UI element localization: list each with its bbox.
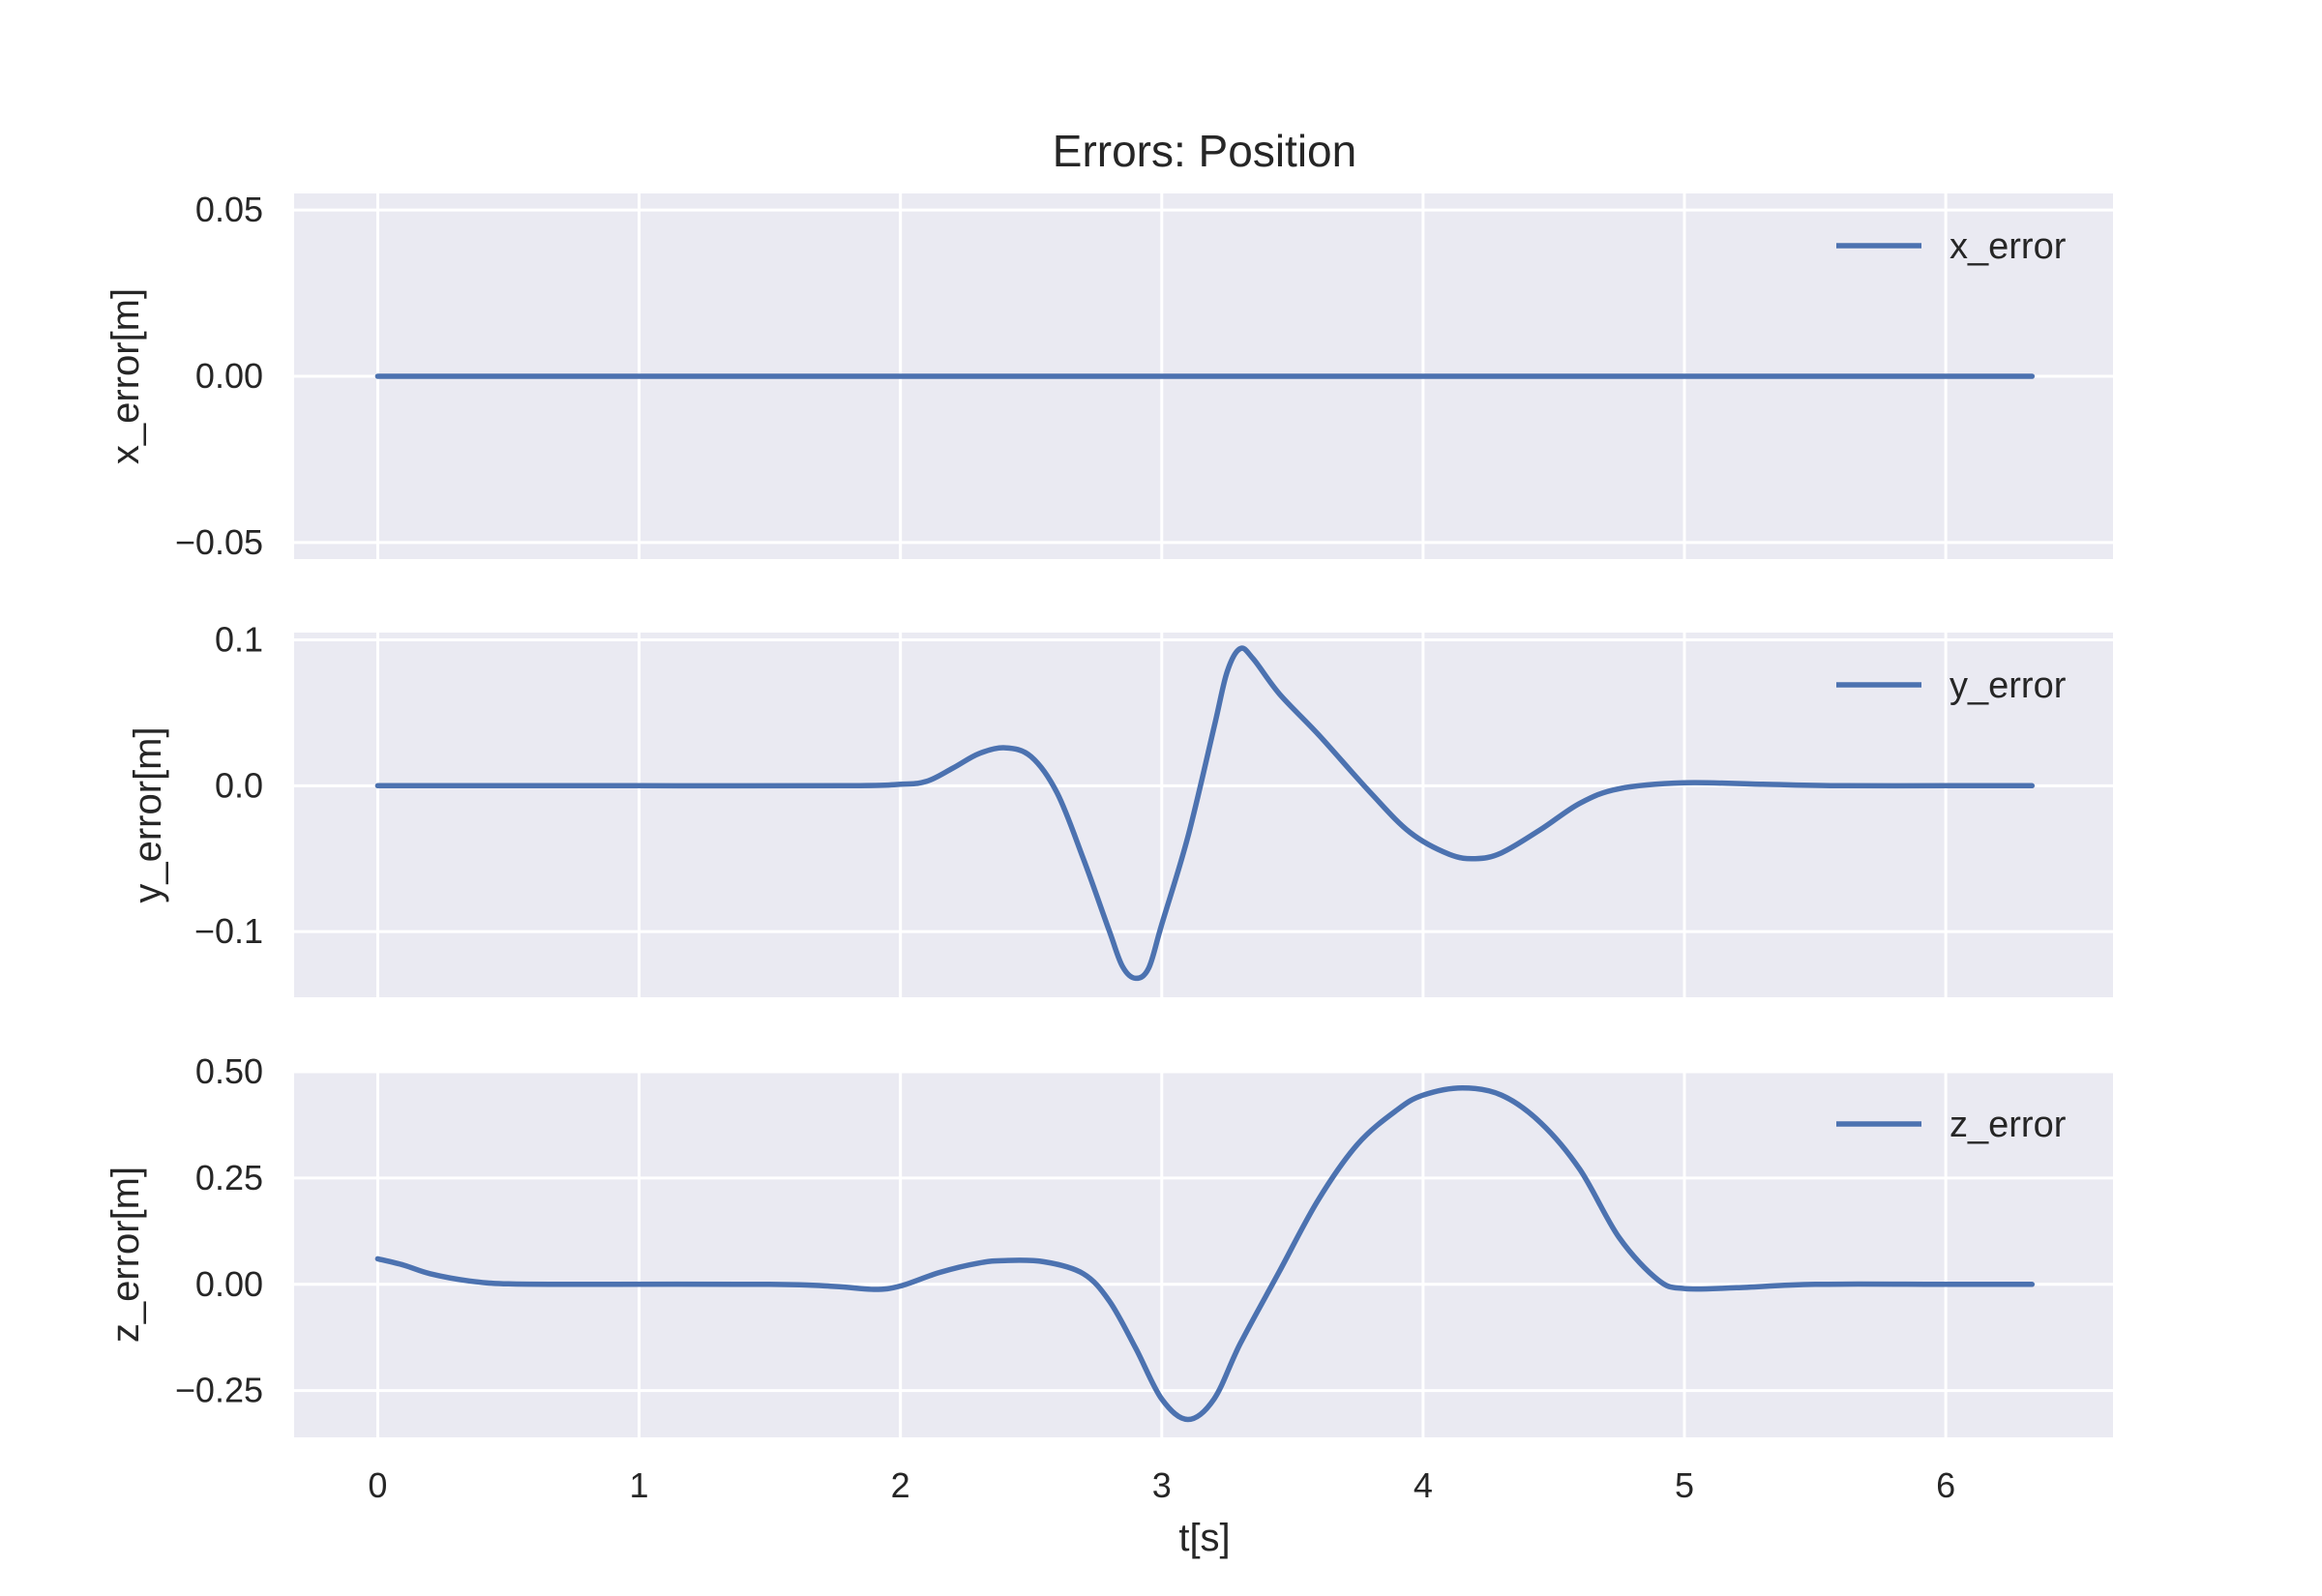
series-line-z_error [374, 1084, 2036, 1423]
x-axis-label: t[s] [1178, 1517, 1230, 1559]
plot-area [294, 633, 2113, 997]
y-tick-label: 0.1 [215, 620, 263, 660]
y-axis-label: x_error[m] [104, 288, 147, 464]
series-line-y_error [374, 645, 2036, 982]
y-tick-label: 0.00 [195, 1264, 263, 1304]
x-tick-label: 2 [891, 1465, 910, 1505]
legend-label: x_error [1950, 226, 2067, 267]
legend-label: z_error [1950, 1105, 2067, 1145]
x-tick-label: 4 [1414, 1465, 1433, 1505]
chart-title: Errors: Position [1053, 126, 1356, 176]
x-tick-label: 3 [1152, 1465, 1172, 1505]
y-tick-label: 0.00 [195, 356, 263, 396]
y-tick-label: 0.25 [195, 1158, 263, 1197]
subplot-3: −0.25 0.00 0.25 0.50 z_error[m] z_error 0 1 2 3 4 5… [104, 1051, 2113, 1505]
y-tick-label: 0.05 [195, 190, 263, 229]
legend-label: y_error [1950, 665, 2067, 706]
y-tick-label: 0.50 [195, 1051, 263, 1091]
y-tick-label: −0.05 [175, 522, 263, 562]
subplots: −0.05 0.00 0.05 x_error[m] x_error −0.1 0.0 0.1… [104, 190, 2113, 1505]
x-tick-label: 1 [630, 1465, 649, 1505]
plot-area [294, 1072, 2113, 1437]
x-tick-label: 6 [1936, 1465, 1955, 1505]
subplot-2: −0.1 0.0 0.1 y_error[m] y_error [127, 620, 2113, 997]
subplot-1: −0.05 0.00 0.05 x_error[m] x_error [104, 190, 2113, 562]
y-tick-label: −0.1 [194, 911, 263, 951]
x-tick-label: 5 [1675, 1465, 1694, 1505]
x-tick-label: 0 [368, 1465, 387, 1505]
y-axis-label: z_error[m] [104, 1167, 147, 1343]
y-tick-label: 0.0 [215, 765, 263, 805]
y-tick-label: −0.25 [175, 1371, 263, 1410]
y-axis-label: y_error[m] [127, 726, 169, 902]
